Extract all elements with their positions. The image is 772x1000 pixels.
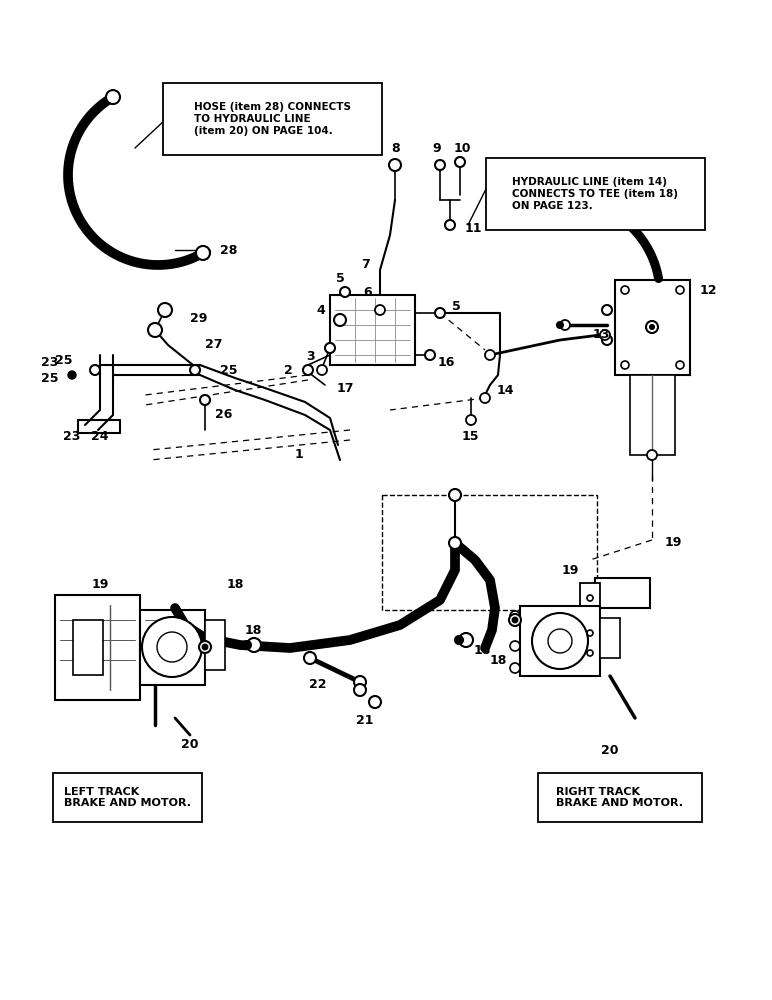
Bar bbox=[630, 375, 675, 455]
Circle shape bbox=[317, 365, 327, 375]
Text: 19: 19 bbox=[665, 536, 682, 550]
Circle shape bbox=[676, 286, 684, 294]
Bar bbox=[580, 583, 600, 668]
Circle shape bbox=[340, 287, 350, 297]
Text: 18: 18 bbox=[490, 654, 507, 666]
Circle shape bbox=[334, 314, 346, 326]
Text: 14: 14 bbox=[497, 383, 514, 396]
Circle shape bbox=[455, 157, 465, 167]
Bar bbox=[520, 606, 600, 676]
Circle shape bbox=[190, 365, 200, 375]
Text: 19: 19 bbox=[561, 564, 579, 576]
Text: 18: 18 bbox=[474, 644, 491, 656]
Circle shape bbox=[532, 613, 588, 669]
Text: 26: 26 bbox=[215, 408, 232, 422]
Text: 27: 27 bbox=[205, 338, 222, 352]
Text: 25: 25 bbox=[55, 354, 72, 366]
Bar bbox=[382, 495, 597, 610]
Bar bbox=[595, 578, 650, 608]
Circle shape bbox=[435, 160, 445, 170]
Circle shape bbox=[548, 629, 572, 653]
Text: 17: 17 bbox=[337, 381, 354, 394]
Text: 20: 20 bbox=[181, 738, 198, 752]
Circle shape bbox=[510, 611, 520, 621]
Text: 4: 4 bbox=[317, 304, 325, 316]
Circle shape bbox=[560, 320, 570, 330]
Circle shape bbox=[449, 489, 461, 501]
Circle shape bbox=[157, 632, 187, 662]
Circle shape bbox=[621, 286, 629, 294]
FancyBboxPatch shape bbox=[538, 773, 702, 822]
Text: 3: 3 bbox=[306, 350, 315, 362]
Circle shape bbox=[480, 393, 490, 403]
Text: 23: 23 bbox=[41, 356, 58, 368]
Circle shape bbox=[200, 395, 210, 405]
Circle shape bbox=[435, 308, 445, 318]
Text: LEFT TRACK
BRAKE AND MOTOR.: LEFT TRACK BRAKE AND MOTOR. bbox=[64, 787, 191, 808]
Text: 19: 19 bbox=[91, 578, 109, 591]
Circle shape bbox=[557, 322, 563, 328]
Circle shape bbox=[602, 305, 612, 315]
Circle shape bbox=[375, 305, 385, 315]
Circle shape bbox=[646, 321, 658, 333]
Bar bbox=[55, 595, 140, 700]
Text: 5: 5 bbox=[452, 300, 461, 314]
Circle shape bbox=[158, 303, 172, 317]
Text: 1: 1 bbox=[295, 448, 303, 462]
Bar bbox=[205, 620, 225, 670]
Circle shape bbox=[466, 415, 476, 425]
Text: 25: 25 bbox=[220, 363, 238, 376]
Circle shape bbox=[354, 676, 366, 688]
Text: 12: 12 bbox=[700, 284, 717, 296]
Circle shape bbox=[199, 641, 211, 653]
Circle shape bbox=[455, 636, 463, 644]
Text: HYDRAULIC LINE (item 14)
CONNECTS TO TEE (item 18)
ON PAGE 123.: HYDRAULIC LINE (item 14) CONNECTS TO TEE… bbox=[513, 177, 679, 211]
Text: 9: 9 bbox=[432, 141, 442, 154]
Bar bbox=[73, 620, 103, 675]
Text: 21: 21 bbox=[356, 714, 374, 726]
Circle shape bbox=[389, 159, 401, 171]
Text: 23: 23 bbox=[63, 430, 81, 444]
Circle shape bbox=[303, 365, 313, 375]
Circle shape bbox=[304, 652, 316, 664]
Text: 8: 8 bbox=[391, 141, 401, 154]
Circle shape bbox=[369, 696, 381, 708]
Circle shape bbox=[513, 618, 517, 622]
Text: 22: 22 bbox=[310, 678, 327, 692]
Text: 16: 16 bbox=[438, 357, 455, 369]
Circle shape bbox=[621, 361, 629, 369]
Text: 24: 24 bbox=[91, 430, 109, 444]
Text: 28: 28 bbox=[220, 243, 237, 256]
Circle shape bbox=[202, 645, 208, 649]
Circle shape bbox=[587, 630, 593, 636]
Circle shape bbox=[142, 617, 202, 677]
Bar bbox=[140, 610, 205, 685]
Circle shape bbox=[90, 365, 100, 375]
Circle shape bbox=[445, 220, 455, 230]
Circle shape bbox=[510, 641, 520, 651]
Circle shape bbox=[325, 343, 335, 353]
Text: 15: 15 bbox=[461, 430, 479, 444]
Text: HOSE (item 28) CONNECTS
TO HYDRAULIC LINE
(item 20) ON PAGE 104.: HOSE (item 28) CONNECTS TO HYDRAULIC LIN… bbox=[194, 102, 351, 136]
Text: 18: 18 bbox=[226, 578, 244, 591]
Circle shape bbox=[602, 335, 612, 345]
FancyBboxPatch shape bbox=[53, 773, 202, 822]
Circle shape bbox=[600, 330, 610, 340]
Text: 7: 7 bbox=[361, 258, 370, 271]
Bar bbox=[330, 295, 415, 365]
Bar bbox=[600, 618, 620, 658]
Circle shape bbox=[68, 371, 76, 379]
FancyBboxPatch shape bbox=[163, 83, 382, 155]
Circle shape bbox=[650, 325, 654, 329]
Circle shape bbox=[647, 450, 657, 460]
Text: 11: 11 bbox=[465, 222, 482, 234]
Circle shape bbox=[196, 246, 210, 260]
Circle shape bbox=[587, 650, 593, 656]
Text: 20: 20 bbox=[601, 744, 618, 756]
Text: 2: 2 bbox=[284, 363, 293, 376]
Text: 6: 6 bbox=[364, 286, 372, 298]
Text: 18: 18 bbox=[244, 624, 262, 637]
Text: 13: 13 bbox=[593, 328, 610, 342]
Text: 25: 25 bbox=[40, 371, 58, 384]
Circle shape bbox=[485, 350, 495, 360]
